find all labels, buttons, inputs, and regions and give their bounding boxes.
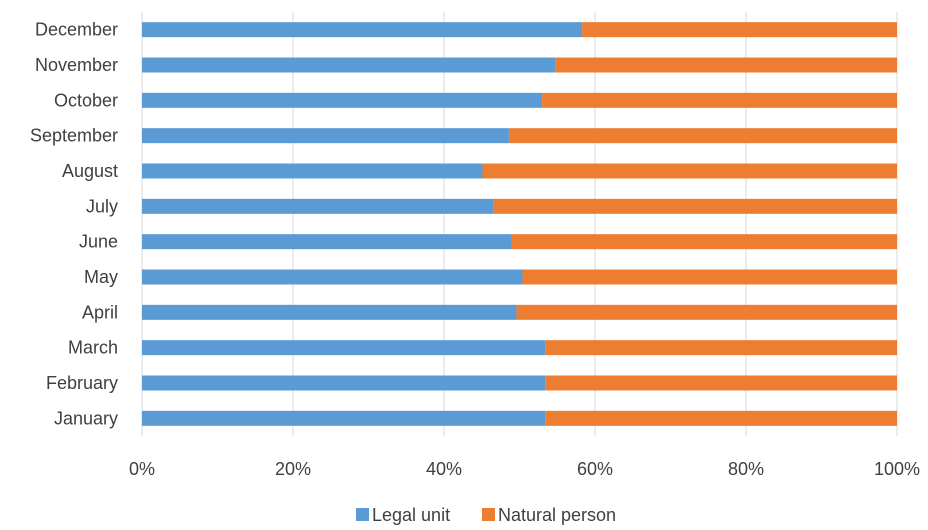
legend-label: Legal unit bbox=[372, 505, 450, 525]
bar-legal-unit bbox=[142, 22, 583, 38]
bar-legal-unit bbox=[142, 163, 483, 179]
x-tick-label: 40% bbox=[426, 459, 462, 479]
category-label: July bbox=[86, 196, 118, 216]
category-label: February bbox=[46, 373, 118, 393]
category-label: November bbox=[35, 55, 118, 75]
bar-legal-unit bbox=[142, 198, 494, 214]
category-label: September bbox=[30, 126, 118, 146]
x-tick-label: 0% bbox=[129, 459, 155, 479]
bar-natural-person bbox=[508, 128, 897, 144]
x-tick-label: 60% bbox=[577, 459, 613, 479]
x-tick-labels: 0% 20% 40% 60% 80% 100% bbox=[129, 459, 920, 479]
bar-legal-unit bbox=[142, 304, 517, 320]
category-label: April bbox=[82, 302, 118, 322]
bar-legal-unit bbox=[142, 410, 546, 426]
bars bbox=[142, 22, 897, 426]
x-tick-label: 20% bbox=[275, 459, 311, 479]
category-label: January bbox=[54, 408, 118, 428]
category-label: May bbox=[84, 267, 118, 287]
bar-natural-person bbox=[482, 163, 897, 179]
category-label: June bbox=[79, 232, 118, 252]
gridlines bbox=[141, 12, 898, 436]
legend-label: Natural person bbox=[498, 505, 616, 525]
bar-legal-unit bbox=[142, 128, 509, 144]
legend-swatch bbox=[482, 508, 495, 521]
bar-natural-person bbox=[582, 22, 897, 38]
bar-natural-person bbox=[516, 304, 897, 320]
x-tick-label: 100% bbox=[874, 459, 920, 479]
bar-legal-unit bbox=[142, 340, 546, 356]
bar-natural-person bbox=[545, 410, 897, 426]
category-label: December bbox=[35, 20, 118, 40]
bar-natural-person bbox=[545, 340, 897, 356]
bar-legal-unit bbox=[142, 375, 546, 391]
bar-legal-unit bbox=[142, 234, 512, 250]
category-label: August bbox=[62, 161, 118, 181]
bar-natural-person bbox=[545, 375, 897, 391]
bar-legal-unit bbox=[142, 57, 556, 73]
bar-legal-unit bbox=[142, 92, 543, 108]
category-label: October bbox=[54, 90, 118, 110]
bar-natural-person bbox=[511, 234, 897, 250]
x-tick-label: 80% bbox=[728, 459, 764, 479]
category-labels: December November October September August Ju… bbox=[30, 20, 118, 429]
bar-legal-unit bbox=[142, 269, 523, 285]
bar-natural-person bbox=[542, 92, 897, 108]
bar-natural-person bbox=[493, 198, 897, 214]
legend: Legal unit Natural person bbox=[356, 505, 616, 525]
category-label: March bbox=[68, 338, 118, 358]
bar-natural-person bbox=[522, 269, 897, 285]
bar-natural-person bbox=[555, 57, 897, 73]
legend-swatch bbox=[356, 508, 369, 521]
